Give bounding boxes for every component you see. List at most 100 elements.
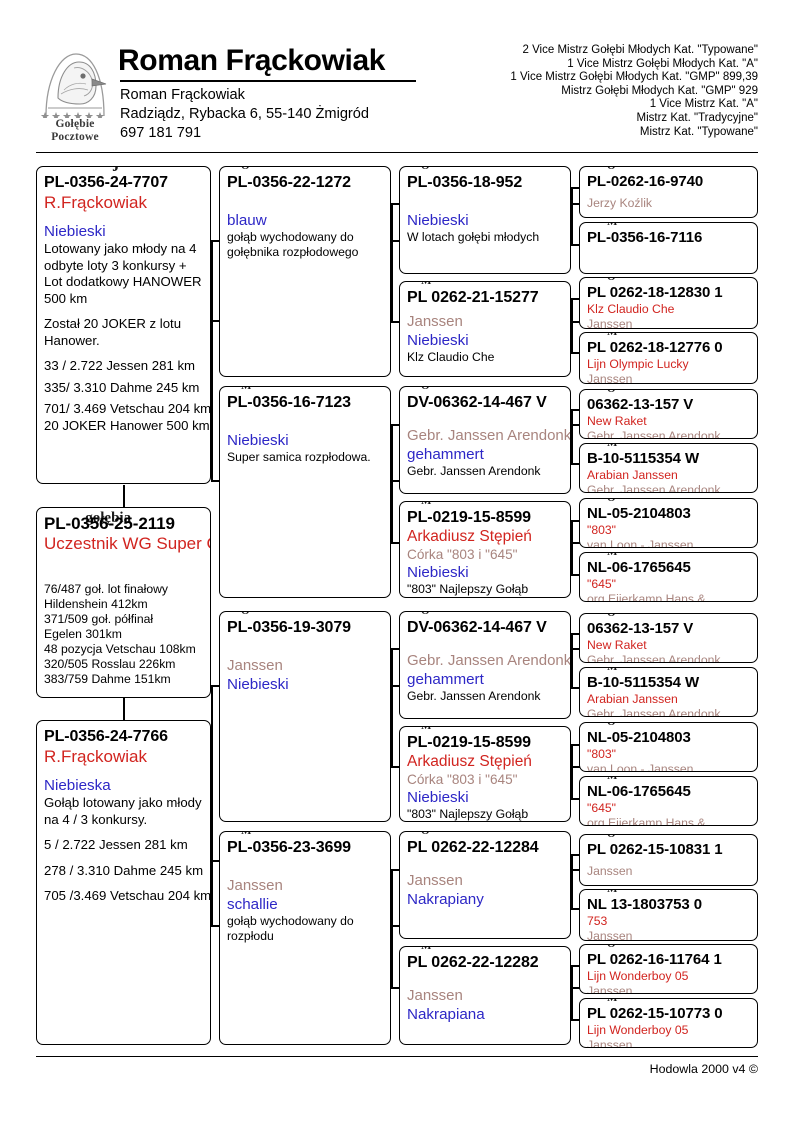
pigeon-head-icon [40, 53, 107, 118]
gen4-box[interactable]: O NL-05-2104803 "803" van Loon - Janssen [579, 498, 758, 548]
connector [571, 409, 573, 465]
gen3-notes: W lotach gołębi młodych [407, 230, 540, 244]
gen2-box[interactable]: O PL-0356-22-1272 blauw gołąb wychodowan… [219, 166, 391, 377]
achievement-item: Mistrz Gołębi Młodych Kat. "GMP" 929 [561, 84, 758, 97]
gen4-box[interactable]: M PL 0262-18-12776 0 Lijn Olympic Lucky … [579, 332, 758, 384]
gen4-box[interactable]: O PL-0262-16-9740 Jerzy Koźlik [579, 166, 758, 218]
father-box[interactable]: Ojciec PL-0356-24-7707 R.Frąckowiak Nieb… [36, 166, 211, 484]
gen4-box[interactable]: O PL 0262-18-12830 1 Klz Claudio Che Jan… [579, 277, 758, 329]
gen4-box[interactable]: M PL 0262-15-10773 0 Lijn Wonderboy 05 J… [579, 998, 758, 1048]
sex-label: M [416, 947, 437, 953]
subject-breeder: Uczestnik WG Super G [44, 534, 211, 553]
gen3-notes: "803" Najlepszy Gołąb [407, 807, 529, 821]
gen4-box[interactable]: O NL-05-2104803 "803" van Loon - Janssen [579, 722, 758, 772]
sex-label: O [602, 278, 621, 284]
mother-result: 5 / 2.722 Jessen 281 km [44, 837, 188, 852]
connector [571, 908, 583, 910]
gen4-strain: Janssen [587, 864, 633, 878]
gen4-box[interactable]: O PL 0262-16-11764 1 Lijn Wonderboy 05 J… [579, 944, 758, 994]
gen4-breeder: "803" [587, 523, 616, 537]
gen3-box[interactable]: M PL 0262-22-12282 Janssen Nakrapiana [399, 946, 571, 1045]
sex-label: O [416, 612, 435, 618]
connector [571, 520, 583, 522]
mother-color: Niebieska [44, 777, 111, 794]
gen4-breeder: Lijn Wonderboy 05 [587, 969, 689, 983]
connector [571, 298, 573, 354]
gen4-box[interactable]: M B-10-5115354 W Arabian Janssen Gebr. J… [579, 443, 758, 493]
gen4-box[interactable]: M NL-06-1765645 "645" org.Eijerkamp Hans… [579, 552, 758, 602]
connector [571, 766, 583, 768]
connector [391, 321, 403, 323]
sex-label: O [236, 167, 255, 173]
gen4-ring: NL-05-2104803 [587, 505, 691, 522]
connector [391, 480, 403, 482]
connector [211, 320, 223, 322]
gen4-box[interactable]: O PL 0262-15-10831 1 Janssen [579, 834, 758, 886]
gen2-ring: PL-0356-23-3699 [227, 839, 351, 856]
gen3-color: Niebieski [407, 789, 469, 806]
mother-box[interactable]: Matka PL-0356-24-7766 R.Frąckowiak Niebi… [36, 720, 211, 1045]
gen4-ring: PL 0262-15-10773 0 [587, 1005, 723, 1022]
connector [571, 687, 583, 689]
gen4-strain: van Loon - Janssen [587, 762, 694, 772]
gen3-box[interactable]: O DV-06362-14-467 V Gebr. Janssen Arendo… [399, 386, 571, 494]
subject-result: 383/759 Dahme 151km [44, 672, 171, 686]
sex-label: O [602, 614, 621, 620]
connector [571, 298, 583, 300]
mother-ring: PL-0356-24-7766 [44, 728, 168, 745]
subject-box[interactable]: Rodowód gołębia PL-0356-25-2119 Uczestni… [36, 507, 211, 698]
gen4-strain: Gebr. Janssen Arendonk [587, 653, 721, 663]
gen2-notes: gołąb wychodowany do rozpłodu [227, 914, 354, 943]
gen3-box[interactable]: O DV-06362-14-467 V Gebr. Janssen Arendo… [399, 611, 571, 719]
gen3-box[interactable]: M PL-0219-15-8599 Arkadiusz Stępień Córk… [399, 726, 571, 822]
gen3-color: Niebieski [407, 212, 469, 229]
connector [211, 925, 223, 927]
gen4-box[interactable]: O 06362-13-157 V New Raket Gebr. Janssen… [579, 613, 758, 663]
gen4-box[interactable]: O 06362-13-157 V New Raket Gebr. Janssen… [579, 389, 758, 439]
connector [123, 698, 125, 720]
gen4-breeder: Arabian Janssen [587, 692, 678, 706]
connector [391, 869, 393, 989]
gen3-ring: DV-06362-14-467 V [407, 619, 547, 636]
sex-label: M [602, 553, 623, 559]
achievement-item: 1 Vice Mistrz Gołębi Młodych Kat. "A" [567, 57, 758, 70]
document-header: Gołębie Pocztowe Roman Frąckowiak Roman … [36, 44, 758, 148]
gen4-strain: org.Eijerkamp Hans & [587, 592, 706, 602]
sex-label: O [602, 835, 621, 841]
gen4-box[interactable]: M NL-06-1765645 "645" org.Eijerkamp Hans… [579, 776, 758, 826]
gen3-notes: Klz Claudio Che [407, 350, 495, 364]
gen4-box[interactable]: M NL 13-1803753 0 753 Janssen [579, 889, 758, 941]
gen3-strain: Gebr. Janssen Arendonk [407, 427, 571, 444]
subject-result: 76/487 goł. lot finałowy [44, 582, 168, 596]
gen3-box[interactable]: M PL 0262-21-15277 Janssen Niebieski Klz… [399, 281, 571, 377]
gen3-ring: PL 0262-22-12284 [407, 839, 539, 856]
footer-text: Hodowla 2000 v4 © [649, 1062, 758, 1076]
gen3-box[interactable]: O PL 0262-22-12284 Janssen Nakrapiany [399, 831, 571, 939]
owner-contact-block: Roman Frąckowiak Radziądz, Rybacka 6, 55… [120, 86, 369, 143]
gen3-color: Nakrapiany [407, 891, 484, 908]
connector [571, 1019, 583, 1021]
gen3-box[interactable]: M PL-0219-15-8599 Arkadiusz Stępień Córk… [399, 501, 571, 598]
sex-label: M [236, 387, 257, 393]
gen3-color: gehammert [407, 446, 484, 463]
achievement-item: 1 Vice Mistrz Kat. "A" [649, 98, 758, 111]
gen3-strain: Córka "803 i "645" [407, 547, 518, 562]
connector [391, 987, 403, 989]
gen4-box[interactable]: M PL-0356-16-7116 [579, 222, 758, 274]
gen4-box[interactable]: M B-10-5115354 W Arabian Janssen Gebr. J… [579, 667, 758, 717]
connector [571, 203, 583, 205]
gen3-ring: PL 0262-22-12282 [407, 954, 539, 971]
sex-label: O [602, 945, 621, 951]
gen3-box[interactable]: O PL-0356-18-952 Niebieski W lotach gołę… [399, 166, 571, 274]
gen4-ring: NL-05-2104803 [587, 729, 691, 746]
sex-label: M [602, 777, 623, 783]
father-ring: PL-0356-24-7707 [44, 174, 168, 191]
gen2-box[interactable]: M PL-0356-16-7123 Niebieski Super samica… [219, 386, 391, 598]
connector [211, 240, 213, 482]
gen2-box[interactable]: M PL-0356-23-3699 Janssen schallie gołąb… [219, 831, 391, 1045]
gen4-breeder: Arabian Janssen [587, 468, 678, 482]
connector [571, 854, 573, 910]
connector [571, 187, 583, 189]
gen2-box[interactable]: O PL-0356-19-3079 Janssen Niebieski [219, 611, 391, 822]
